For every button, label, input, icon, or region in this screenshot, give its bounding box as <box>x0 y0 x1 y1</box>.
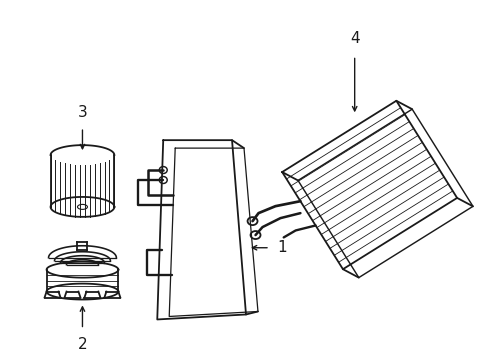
Ellipse shape <box>250 231 260 239</box>
Ellipse shape <box>77 204 87 210</box>
Text: 2: 2 <box>78 337 87 352</box>
Ellipse shape <box>159 167 167 174</box>
Text: 1: 1 <box>276 240 286 255</box>
Ellipse shape <box>159 176 167 184</box>
Ellipse shape <box>247 217 257 225</box>
Text: 3: 3 <box>78 105 87 120</box>
Text: 4: 4 <box>349 31 359 45</box>
